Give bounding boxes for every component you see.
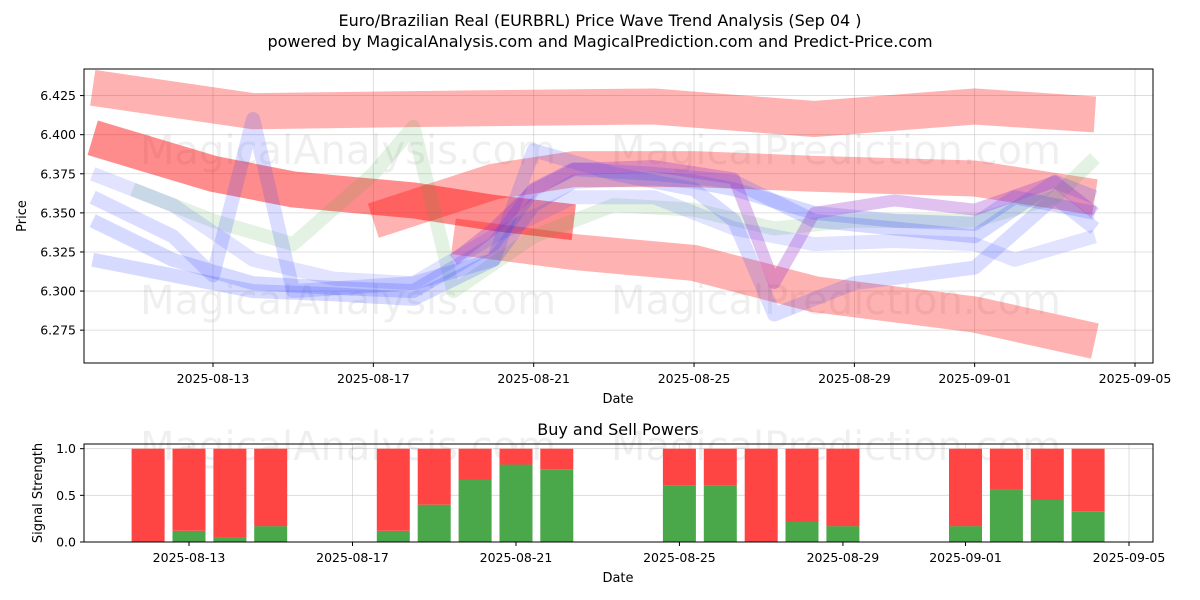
buy-power-bar — [458, 479, 492, 542]
buy-power-bar — [949, 526, 982, 542]
buy-power-bar — [417, 504, 451, 542]
sell-power-bar — [213, 448, 247, 538]
buy-power-bar — [1030, 500, 1064, 542]
price-y-tick-label: 6.300 — [40, 284, 76, 299]
price-y-tick-label: 6.275 — [40, 323, 76, 338]
price-x-tick-label: 2025-08-29 — [818, 371, 891, 386]
signal-y-tick-label: 0.5 — [56, 488, 76, 503]
price-y-ticks: 6.275 6.300 6.325 6.350 6.375 6.400 6.425 — [40, 88, 84, 338]
buy-power-bar — [703, 485, 737, 542]
price-y-tick-label: 6.350 — [40, 205, 76, 220]
watermark-text: MagicalAnalysis.com — [140, 278, 556, 324]
chart-subtitle: powered by MagicalAnalysis.com and Magic… — [267, 32, 932, 51]
signal-x-tick-label: 2025-08-13 — [153, 550, 226, 565]
signal-chart: Buy and Sell Powers MagicalAnalysis.com M… — [31, 420, 1165, 586]
price-x-tick-label: 2025-08-17 — [337, 371, 410, 386]
signal-x-tick-label: 2025-08-29 — [807, 550, 880, 565]
signal-x-axis-label: Date — [602, 571, 633, 586]
price-x-tick-label: 2025-08-25 — [658, 371, 731, 386]
price-y-tick-label: 6.325 — [40, 244, 76, 259]
sell-power-bar — [172, 448, 206, 531]
signal-chart-title: Buy and Sell Powers — [537, 420, 699, 439]
red-decline-band-line — [87, 120, 576, 241]
signal-x-tick-label: 2025-08-25 — [643, 550, 716, 565]
red-mid-band-line — [367, 151, 1098, 238]
watermark-text: MagicalAnalysis.com — [140, 128, 556, 174]
sell-power-bar — [499, 448, 533, 465]
signal-x-tick-label: 2025-09-01 — [929, 550, 1002, 565]
price-x-tick-label: 2025-08-13 — [177, 371, 250, 386]
price-watermarks: MagicalAnalysis.com MagicalPrediction.com… — [140, 128, 1061, 324]
buy-power-bar — [213, 537, 247, 542]
price-series — [87, 69, 1100, 359]
chart-title: Euro/Brazilian Real (EURBRL) Price Wave … — [338, 11, 861, 30]
sell-power-bar — [989, 448, 1023, 490]
price-x-axis-label: Date — [602, 392, 633, 407]
watermark-text: MagicalPrediction.com — [611, 128, 1061, 174]
buy-power-bar — [254, 526, 288, 542]
red-lower-band-line — [451, 218, 1099, 359]
blue-wave-1-line — [91, 171, 1097, 306]
buy-power-bar — [499, 464, 533, 542]
price-x-tick-label: 2025-09-01 — [938, 371, 1011, 386]
sell-power-bar — [1030, 448, 1064, 500]
signal-plot-frame — [83, 443, 1154, 543]
buy-power-bar — [989, 489, 1023, 542]
buy-power-bar — [540, 469, 574, 542]
sell-power-bar — [1071, 448, 1105, 512]
buy-power-bar — [1071, 511, 1105, 542]
red-upper-band-line — [90, 69, 1097, 137]
buy-power-bar — [785, 521, 819, 542]
watermark-text: MagicalPrediction.com — [611, 278, 1061, 324]
sell-power-bar — [744, 448, 778, 542]
sell-power-bar — [254, 448, 288, 527]
sell-power-bar — [785, 448, 819, 522]
signal-bars — [131, 448, 1105, 542]
price-x-tick-label: 2025-08-21 — [497, 371, 570, 386]
blue-wave-4-line — [90, 167, 1097, 291]
sell-power-bar — [662, 448, 696, 486]
signal-x-tick-label: 2025-09-05 — [1093, 550, 1166, 565]
signal-y-axis-label: Signal Strength — [31, 443, 46, 543]
signal-x-tick-label: 2025-08-17 — [316, 550, 389, 565]
price-plot-frame — [83, 68, 1154, 364]
sell-power-bar — [458, 448, 492, 480]
price-chart: MagicalAnalysis.com MagicalPrediction.com… — [15, 68, 1172, 407]
sell-power-bar — [376, 448, 410, 531]
signal-y-tick-label: 1.0 — [56, 441, 76, 456]
signal-x-tick-label: 2025-08-21 — [480, 550, 553, 565]
signal-x-ticks: 2025-08-13 2025-08-17 2025-08-21 2025-08-25… — [153, 542, 1166, 565]
sell-power-bar — [826, 448, 860, 527]
green-wave-line — [130, 119, 1100, 299]
sell-power-bar — [131, 448, 165, 542]
blue-wave-2-line — [89, 162, 1098, 299]
sell-power-bar — [949, 448, 982, 527]
signal-y-tick-label: 0.0 — [56, 535, 76, 550]
buy-power-bar — [376, 530, 410, 542]
sell-power-bar — [417, 448, 451, 505]
price-y-axis-label: Price — [15, 200, 30, 232]
buy-power-bar — [172, 530, 206, 542]
purple-wave-line — [449, 160, 1099, 290]
price-y-tick-label: 6.375 — [40, 166, 76, 181]
price-y-tick-label: 6.400 — [40, 127, 76, 142]
sell-power-bar — [703, 448, 737, 486]
signal-y-ticks: 0.0 0.5 1.0 — [56, 441, 84, 550]
price-x-tick-label: 2025-09-05 — [1099, 371, 1172, 386]
price-grid — [84, 69, 1153, 363]
buy-power-bar — [662, 485, 696, 542]
buy-power-bar — [826, 526, 860, 542]
price-x-ticks: 2025-08-13 2025-08-17 2025-08-21 2025-08-25… — [177, 363, 1172, 386]
sell-power-bar — [540, 448, 574, 470]
blue-wave-3-line — [89, 112, 1100, 322]
price-y-tick-label: 6.425 — [40, 88, 76, 103]
